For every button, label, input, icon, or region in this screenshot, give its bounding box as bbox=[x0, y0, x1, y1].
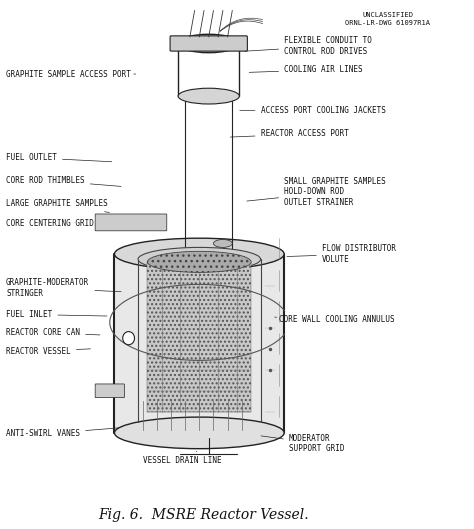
Text: LARGE GRAPHITE SAMPLES: LARGE GRAPHITE SAMPLES bbox=[6, 199, 109, 213]
Ellipse shape bbox=[115, 238, 284, 270]
Text: FLOW DISTRIBUTOR
VOLUTE: FLOW DISTRIBUTOR VOLUTE bbox=[287, 244, 396, 263]
Text: UNCLASSIFIED: UNCLASSIFIED bbox=[362, 12, 413, 18]
Polygon shape bbox=[147, 262, 251, 412]
Text: GRAPHITE SAMPLE ACCESS PORT: GRAPHITE SAMPLE ACCESS PORT bbox=[6, 69, 136, 78]
FancyBboxPatch shape bbox=[170, 36, 247, 51]
Text: ACCESS PORT COOLING JACKETS: ACCESS PORT COOLING JACKETS bbox=[240, 106, 385, 115]
Ellipse shape bbox=[178, 34, 239, 53]
FancyBboxPatch shape bbox=[95, 384, 124, 398]
Text: ANTI-SWIRL VANES: ANTI-SWIRL VANES bbox=[6, 428, 119, 439]
Ellipse shape bbox=[213, 240, 232, 248]
Text: REACTOR VESSEL: REACTOR VESSEL bbox=[6, 347, 91, 356]
Polygon shape bbox=[115, 254, 284, 433]
Ellipse shape bbox=[138, 248, 261, 271]
Ellipse shape bbox=[147, 251, 251, 272]
Ellipse shape bbox=[178, 88, 239, 104]
Text: SMALL GRAPHITE SAMPLES
HOLD-DOWN ROD
OUTLET STRAINER: SMALL GRAPHITE SAMPLES HOLD-DOWN ROD OUT… bbox=[247, 177, 386, 207]
Text: CORE WALL COOLING ANNULUS: CORE WALL COOLING ANNULUS bbox=[275, 315, 395, 324]
Text: CORE CENTERING GRID: CORE CENTERING GRID bbox=[6, 219, 109, 230]
Text: CORE ROD THIMBLES: CORE ROD THIMBLES bbox=[6, 176, 121, 186]
Text: FLEXIBLE CONDUIT TO
CONTROL ROD DRIVES: FLEXIBLE CONDUIT TO CONTROL ROD DRIVES bbox=[245, 37, 372, 56]
Text: Fig. 6.  MSRE Reactor Vessel.: Fig. 6. MSRE Reactor Vessel. bbox=[99, 508, 310, 522]
FancyBboxPatch shape bbox=[95, 214, 167, 231]
Ellipse shape bbox=[123, 332, 135, 345]
Text: FUEL OUTLET: FUEL OUTLET bbox=[6, 153, 112, 162]
Ellipse shape bbox=[115, 417, 284, 449]
Text: ORNL-LR-DWG 61097R1A: ORNL-LR-DWG 61097R1A bbox=[345, 20, 430, 26]
Text: GRAPHITE-MODERATOR
STRINGER: GRAPHITE-MODERATOR STRINGER bbox=[6, 278, 121, 298]
Text: VESSEL DRAIN LINE: VESSEL DRAIN LINE bbox=[143, 451, 221, 465]
Text: MODERATOR
SUPPORT GRID: MODERATOR SUPPORT GRID bbox=[261, 434, 344, 453]
Text: REACTOR ACCESS PORT: REACTOR ACCESS PORT bbox=[230, 130, 348, 139]
Text: REACTOR CORE CAN: REACTOR CORE CAN bbox=[6, 329, 100, 338]
Text: COOLING AIR LINES: COOLING AIR LINES bbox=[249, 65, 363, 74]
Text: FUEL INLET: FUEL INLET bbox=[6, 310, 107, 319]
